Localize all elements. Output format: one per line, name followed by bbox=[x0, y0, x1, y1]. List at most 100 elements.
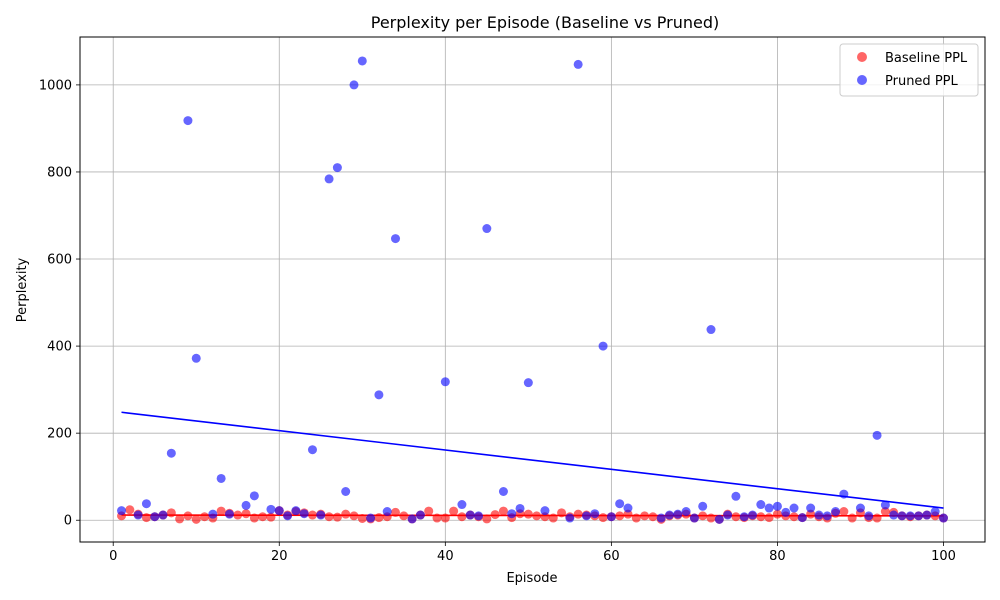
point-baseline-ppl bbox=[573, 509, 583, 519]
point-pruned-ppl bbox=[714, 514, 724, 524]
point-baseline-ppl bbox=[391, 507, 401, 517]
x-tick-label: 60 bbox=[603, 549, 620, 564]
point-pruned-ppl bbox=[307, 445, 317, 455]
point-baseline-ppl bbox=[615, 511, 625, 521]
point-pruned-ppl bbox=[224, 509, 234, 519]
trend-line-pruned-ppl bbox=[121, 411, 944, 509]
point-pruned-ppl bbox=[739, 512, 749, 522]
point-baseline-ppl bbox=[191, 514, 201, 524]
point-pruned-ppl bbox=[440, 377, 450, 387]
point-pruned-ppl bbox=[507, 509, 517, 519]
point-pruned-ppl bbox=[606, 512, 616, 522]
point-pruned-ppl bbox=[374, 390, 384, 400]
point-pruned-ppl bbox=[515, 503, 525, 513]
y-axis-title: Perplexity bbox=[15, 257, 30, 322]
point-baseline-ppl bbox=[764, 513, 774, 523]
point-pruned-ppl bbox=[872, 430, 882, 440]
point-pruned-ppl bbox=[208, 509, 218, 519]
point-baseline-ppl bbox=[200, 512, 210, 522]
series-pruned-ppl bbox=[117, 56, 948, 524]
point-baseline-ppl bbox=[166, 508, 176, 518]
point-baseline-ppl bbox=[175, 514, 185, 524]
point-pruned-ppl bbox=[581, 511, 591, 521]
legend-marker-baseline bbox=[857, 52, 867, 62]
point-baseline-ppl bbox=[880, 507, 890, 517]
point-pruned-ppl bbox=[474, 511, 484, 521]
point-pruned-ppl bbox=[706, 325, 716, 335]
point-pruned-ppl bbox=[332, 163, 342, 173]
point-pruned-ppl bbox=[756, 500, 766, 510]
point-baseline-ppl bbox=[307, 510, 317, 520]
point-baseline-ppl bbox=[756, 512, 766, 522]
point-pruned-ppl bbox=[291, 506, 301, 516]
y-tick-label: 400 bbox=[47, 340, 72, 355]
point-baseline-ppl bbox=[523, 509, 533, 519]
point-baseline-ppl bbox=[872, 513, 882, 523]
point-pruned-ppl bbox=[540, 506, 550, 516]
point-pruned-ppl bbox=[133, 510, 143, 520]
point-pruned-ppl bbox=[266, 504, 276, 514]
point-baseline-ppl bbox=[731, 512, 741, 522]
point-pruned-ppl bbox=[150, 512, 160, 522]
point-baseline-ppl bbox=[698, 511, 708, 521]
point-baseline-ppl bbox=[183, 511, 193, 521]
point-pruned-ppl bbox=[349, 80, 359, 90]
point-pruned-ppl bbox=[166, 448, 176, 458]
point-pruned-ppl bbox=[880, 500, 890, 510]
point-baseline-ppl bbox=[432, 513, 442, 523]
point-pruned-ppl bbox=[299, 509, 309, 519]
point-baseline-ppl bbox=[266, 512, 276, 522]
legend-box bbox=[839, 43, 979, 97]
point-pruned-ppl bbox=[781, 507, 791, 517]
point-pruned-ppl bbox=[914, 511, 924, 521]
point-pruned-ppl bbox=[930, 507, 940, 517]
point-baseline-ppl bbox=[598, 513, 608, 523]
gridlines bbox=[80, 37, 985, 542]
point-pruned-ppl bbox=[366, 513, 376, 523]
point-pruned-ppl bbox=[590, 509, 600, 519]
point-pruned-ppl bbox=[789, 503, 799, 513]
point-baseline-ppl bbox=[357, 513, 367, 523]
point-pruned-ppl bbox=[391, 234, 401, 244]
point-pruned-ppl bbox=[822, 511, 832, 521]
point-pruned-ppl bbox=[673, 509, 683, 519]
point-baseline-ppl bbox=[349, 511, 359, 521]
point-pruned-ppl bbox=[407, 514, 417, 524]
point-pruned-ppl bbox=[772, 501, 782, 511]
point-pruned-ppl bbox=[889, 510, 899, 520]
point-baseline-ppl bbox=[424, 506, 434, 516]
point-pruned-ppl bbox=[831, 507, 841, 517]
point-pruned-ppl bbox=[797, 513, 807, 523]
legend-label-baseline: Baseline PPL bbox=[885, 51, 968, 66]
point-baseline-ppl bbox=[233, 510, 243, 520]
chart-title: Perplexity per Episode (Baseline vs Prun… bbox=[371, 13, 720, 32]
point-pruned-ppl bbox=[283, 511, 293, 521]
point-pruned-ppl bbox=[357, 56, 367, 66]
y-tick-label: 600 bbox=[47, 253, 72, 268]
point-pruned-ppl bbox=[498, 487, 508, 496]
point-baseline-ppl bbox=[241, 509, 251, 519]
point-pruned-ppl bbox=[689, 513, 699, 523]
x-tick-label: 40 bbox=[437, 549, 454, 564]
point-pruned-ppl bbox=[731, 491, 741, 501]
point-baseline-ppl bbox=[482, 514, 492, 524]
point-pruned-ppl bbox=[748, 510, 758, 520]
point-baseline-ppl bbox=[324, 512, 334, 522]
point-pruned-ppl bbox=[656, 513, 666, 523]
point-pruned-ppl bbox=[897, 511, 907, 521]
point-pruned-ppl bbox=[814, 510, 824, 520]
scatter-points bbox=[117, 56, 948, 524]
point-pruned-ppl bbox=[764, 503, 774, 513]
point-pruned-ppl bbox=[415, 510, 425, 520]
point-pruned-ppl bbox=[191, 353, 201, 363]
point-pruned-ppl bbox=[523, 378, 533, 388]
point-baseline-ppl bbox=[374, 513, 384, 523]
plot-frame bbox=[79, 36, 986, 543]
point-baseline-ppl bbox=[532, 511, 542, 521]
point-baseline-ppl bbox=[249, 513, 259, 523]
point-pruned-ppl bbox=[664, 510, 674, 520]
legend-marker-pruned bbox=[857, 75, 867, 85]
y-tick-label: 800 bbox=[47, 165, 72, 180]
